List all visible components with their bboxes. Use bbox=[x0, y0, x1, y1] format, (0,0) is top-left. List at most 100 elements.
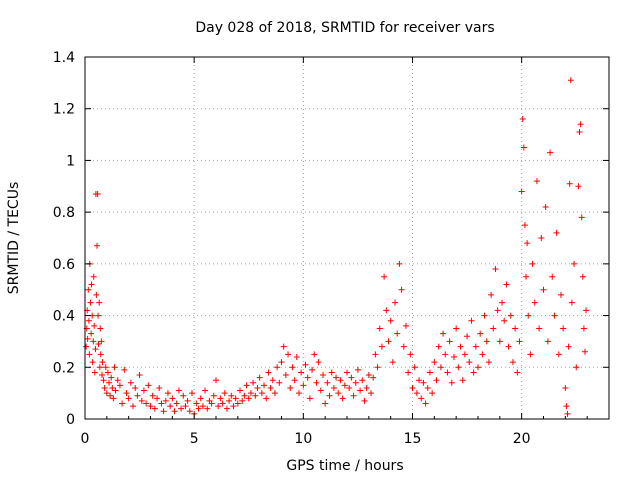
data-point bbox=[324, 379, 331, 386]
data-point bbox=[226, 397, 233, 404]
y-tick-label: 0.8 bbox=[53, 205, 75, 221]
data-point bbox=[457, 343, 464, 350]
data-point bbox=[99, 359, 106, 366]
data-point bbox=[93, 291, 100, 298]
data-point bbox=[422, 400, 429, 407]
data-point bbox=[368, 390, 375, 397]
data-point bbox=[300, 382, 307, 389]
data-point bbox=[88, 330, 95, 337]
data-point bbox=[167, 403, 174, 410]
data-point bbox=[293, 353, 300, 360]
data-point bbox=[84, 335, 91, 342]
data-point bbox=[98, 338, 105, 345]
data-point bbox=[241, 392, 248, 399]
data-point bbox=[383, 307, 390, 314]
data-point bbox=[319, 372, 326, 379]
data-point bbox=[315, 359, 322, 366]
data-point bbox=[278, 359, 285, 366]
data-point bbox=[472, 343, 479, 350]
tick-labels: 0 5 10 15 20 0 0.2 0.4 0.6 0.8 1 1.2 1.4 bbox=[53, 50, 531, 447]
data-point bbox=[96, 364, 103, 371]
data-point bbox=[204, 405, 211, 412]
data-point bbox=[533, 178, 540, 185]
data-point bbox=[547, 149, 554, 156]
data-point bbox=[97, 351, 104, 358]
data-point bbox=[420, 379, 427, 386]
data-point bbox=[87, 299, 94, 306]
data-point bbox=[536, 325, 543, 332]
data-point bbox=[108, 374, 115, 381]
data-point bbox=[280, 343, 287, 350]
data-point bbox=[195, 405, 202, 412]
data-point bbox=[578, 214, 585, 221]
axis-ticks bbox=[84, 56, 609, 420]
data-point bbox=[239, 397, 246, 404]
data-point bbox=[374, 364, 381, 371]
data-point bbox=[85, 317, 92, 324]
data-point bbox=[400, 343, 407, 350]
data-point bbox=[446, 338, 453, 345]
data-point bbox=[154, 395, 161, 402]
data-point bbox=[361, 397, 368, 404]
y-tick-label: 0.2 bbox=[53, 360, 75, 376]
data-point bbox=[298, 369, 305, 376]
data-point bbox=[560, 325, 567, 332]
data-point bbox=[523, 273, 530, 280]
plot-frame bbox=[84, 56, 610, 420]
data-point bbox=[442, 351, 449, 358]
data-point bbox=[468, 317, 475, 324]
data-point bbox=[579, 273, 586, 280]
data-point bbox=[527, 351, 534, 358]
data-point bbox=[119, 400, 126, 407]
data-point bbox=[557, 291, 564, 298]
data-point bbox=[130, 403, 137, 410]
data-point bbox=[440, 330, 447, 337]
data-point bbox=[90, 273, 97, 280]
data-point bbox=[210, 392, 217, 399]
data-point bbox=[524, 240, 531, 247]
data-point bbox=[295, 390, 302, 397]
data-point bbox=[302, 361, 309, 368]
data-point bbox=[97, 325, 104, 332]
data-point bbox=[398, 286, 405, 293]
data-point bbox=[134, 392, 141, 399]
data-point bbox=[88, 281, 95, 288]
data-point bbox=[352, 379, 359, 386]
data-point bbox=[256, 374, 263, 381]
data-point bbox=[285, 351, 292, 358]
data-point bbox=[488, 291, 495, 298]
x-tick-label: 5 bbox=[190, 431, 199, 447]
data-point bbox=[326, 392, 333, 399]
data-point bbox=[431, 359, 438, 366]
data-point bbox=[387, 317, 394, 324]
data-point bbox=[267, 384, 274, 391]
data-point bbox=[466, 359, 473, 366]
data-point bbox=[505, 343, 512, 350]
data-point bbox=[518, 188, 525, 195]
data-points bbox=[83, 77, 590, 417]
y-tick-label: 1 bbox=[66, 153, 75, 169]
data-point bbox=[370, 374, 377, 381]
data-point bbox=[221, 390, 228, 397]
data-point bbox=[151, 405, 158, 412]
data-point bbox=[392, 299, 399, 306]
data-point bbox=[538, 235, 545, 241]
y-tick-label: 1.2 bbox=[53, 102, 75, 118]
data-point bbox=[258, 390, 265, 397]
data-point bbox=[509, 359, 516, 366]
data-point bbox=[125, 395, 132, 402]
data-point bbox=[365, 372, 372, 379]
data-point bbox=[173, 400, 180, 407]
data-point bbox=[444, 369, 451, 376]
data-point bbox=[138, 397, 145, 404]
data-point bbox=[102, 364, 109, 371]
x-tick-label: 0 bbox=[81, 431, 90, 447]
data-point bbox=[197, 395, 204, 402]
data-point bbox=[433, 377, 440, 384]
data-point bbox=[193, 400, 200, 407]
data-point bbox=[396, 260, 403, 267]
data-point bbox=[376, 325, 383, 332]
data-point bbox=[330, 384, 337, 391]
data-point bbox=[140, 387, 147, 394]
